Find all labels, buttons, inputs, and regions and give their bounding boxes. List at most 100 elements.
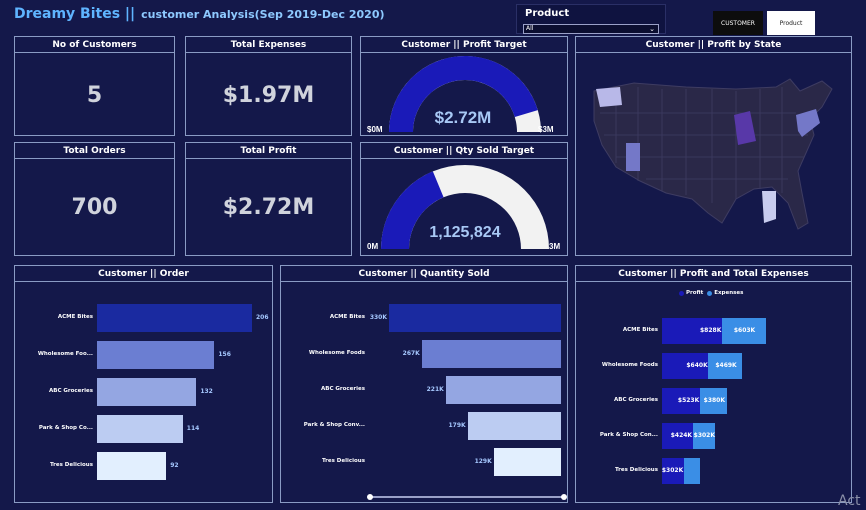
product-select[interactable]: All ⌄ bbox=[523, 24, 659, 34]
qty-target-title: Customer || Qty Sold Target bbox=[361, 143, 567, 159]
profit-bar[interactable] bbox=[662, 458, 684, 484]
profit-exp-chart-card: Customer || Profit and Total Expenses Pr… bbox=[575, 265, 852, 503]
profit-exp-bar-label: ABC Groceries bbox=[614, 397, 658, 403]
orders-bar-label: Wholesome Foo... bbox=[37, 351, 93, 357]
kpi-expenses-card: Total Expenses $1.97M bbox=[185, 36, 352, 136]
orders-bar[interactable] bbox=[97, 452, 167, 480]
orders-bar-value: 132 bbox=[200, 388, 213, 395]
qty-gauge-max: 3M bbox=[549, 242, 560, 251]
qty-bar-value: 179K bbox=[448, 422, 466, 429]
profit-exp-chart-title: Customer || Profit and Total Expenses bbox=[576, 266, 851, 282]
qty-bar-label: Wholesome Foods bbox=[308, 350, 365, 356]
kpi-orders-value: 700 bbox=[71, 195, 118, 220]
profit-gauge: $2.72M $0M $3M bbox=[367, 55, 554, 134]
qty-scrollbar[interactable] bbox=[367, 494, 567, 500]
qty-scroll-handle-left[interactable] bbox=[367, 494, 373, 500]
product-toggle-button[interactable]: Product bbox=[767, 11, 815, 35]
profit-target-card: Customer || Profit Target $2.72M $0M $3M bbox=[360, 36, 568, 136]
orders-chart-plot: ACME Bites 206 Wholesome Foo... 156 ABC Groc… bbox=[15, 282, 272, 502]
orders-bar-value: 156 bbox=[218, 351, 231, 358]
orders-bar[interactable] bbox=[97, 378, 197, 406]
profit-exp-bar-label: Tres Delicious bbox=[615, 467, 658, 473]
qty-bar[interactable] bbox=[421, 340, 561, 368]
profit-bar-value: $302K bbox=[661, 467, 684, 474]
qty-bar-label: Park & Shop Conv... bbox=[303, 422, 365, 428]
profit-bar[interactable] bbox=[662, 353, 709, 379]
map-state-wisconsin[interactable] bbox=[734, 111, 756, 145]
expenses-bar[interactable] bbox=[683, 458, 700, 484]
qty-bar-value: 330K bbox=[369, 314, 387, 321]
profit-gauge-value: $2.72M bbox=[435, 108, 492, 127]
kpi-customers-title: No of Customers bbox=[15, 37, 174, 53]
dashboard-title: Dreamy Bites || customer Analysis(Sep 20… bbox=[14, 6, 385, 28]
qty-gauge-fill bbox=[381, 171, 444, 249]
qty-scroll-handle-right[interactable] bbox=[561, 494, 567, 500]
profit-bar-value: $640K bbox=[686, 362, 708, 369]
profit-exp-bar-label: ACME Bites bbox=[622, 327, 658, 333]
orders-bar-value: 206 bbox=[256, 314, 269, 321]
chevron-down-icon: ⌄ bbox=[649, 25, 655, 33]
product-filter: Product All ⌄ bbox=[516, 4, 666, 34]
kpi-expenses-value: $1.97M bbox=[222, 83, 315, 108]
profit-exp-chart-plot: ACME Bites $828K $603K Wholesome Foods $640K… bbox=[576, 282, 851, 502]
orders-bar[interactable] bbox=[97, 304, 252, 332]
us-map[interactable] bbox=[576, 53, 851, 253]
profit-bar-value: $828K bbox=[700, 327, 722, 334]
map-state-utah[interactable] bbox=[626, 143, 640, 171]
kpi-orders-card: Total Orders 700 bbox=[14, 142, 175, 256]
orders-bar[interactable] bbox=[97, 415, 183, 443]
kpi-profit-value: $2.72M bbox=[222, 195, 315, 220]
qty-chart-plot: ACME Bites 330K Wholesome Foods 267K ABC Gro… bbox=[281, 282, 567, 502]
qty-bar[interactable] bbox=[467, 412, 561, 440]
kpi-profit-card: Total Profit $2.72M bbox=[185, 142, 352, 256]
orders-bar-value: 114 bbox=[186, 425, 200, 432]
qty-chart-title: Customer || Quantity Sold bbox=[281, 266, 567, 282]
expenses-bar[interactable] bbox=[708, 353, 743, 379]
map-state-washington[interactable] bbox=[596, 87, 622, 107]
orders-chart-card: Customer || Order ACME Bites 206 Wholesome… bbox=[14, 265, 273, 503]
activation-watermark: Act bbox=[838, 493, 861, 509]
qty-chart-card: Customer || Quantity Sold ACME Bites 330K… bbox=[280, 265, 568, 503]
expenses-bar-value: $469K bbox=[715, 362, 737, 369]
orders-bar[interactable] bbox=[97, 341, 215, 369]
orders-bar-value: 92 bbox=[170, 462, 179, 469]
legend-expenses-label: Expenses bbox=[714, 290, 744, 296]
expenses-bar-value: $603K bbox=[733, 327, 756, 334]
profit-bar[interactable] bbox=[662, 388, 700, 414]
qty-bar[interactable] bbox=[493, 448, 561, 476]
qty-bar-label: ABC Groceries bbox=[321, 386, 365, 392]
map-state-new-york[interactable] bbox=[796, 109, 820, 137]
orders-bar-label: ACME Bites bbox=[57, 314, 93, 320]
profit-bar[interactable] bbox=[662, 423, 693, 449]
expenses-bar[interactable] bbox=[692, 423, 715, 449]
kpi-customers-value: 5 bbox=[86, 83, 103, 108]
kpi-orders-title: Total Orders bbox=[15, 143, 174, 159]
profit-map-card: Customer || Profit by State bbox=[575, 36, 852, 256]
dashboard-subtitle: customer Analysis(Sep 2019-Dec 2020) bbox=[141, 8, 385, 21]
expenses-bar[interactable] bbox=[722, 318, 766, 344]
qty-bar-value: 129K bbox=[474, 458, 492, 465]
qty-gauge-value: 1,125,824 bbox=[429, 224, 500, 241]
map-state-alabama[interactable] bbox=[762, 191, 776, 223]
qty-bar[interactable] bbox=[445, 376, 561, 404]
profit-exp-bar-label: Park & Shop Con... bbox=[599, 432, 658, 438]
qty-bar-value: 221K bbox=[426, 386, 444, 393]
map-state-grid bbox=[600, 87, 808, 203]
expenses-bar[interactable] bbox=[699, 388, 728, 414]
qty-gauge-min: 0M bbox=[367, 242, 378, 251]
orders-bar-label: Tres Delicious bbox=[50, 462, 93, 468]
product-filter-label: Product bbox=[525, 8, 570, 19]
profit-bar-value: $424K bbox=[670, 432, 693, 439]
profit-map-title: Customer || Profit by State bbox=[576, 37, 851, 53]
legend-profit-label: Profit bbox=[686, 290, 704, 296]
customer-toggle-button[interactable]: CUSTOMER bbox=[713, 11, 763, 35]
product-select-value: All bbox=[526, 25, 534, 32]
kpi-expenses-title: Total Expenses bbox=[186, 37, 351, 53]
kpi-customers-card: No of Customers 5 bbox=[14, 36, 175, 136]
qty-bar[interactable] bbox=[389, 304, 561, 332]
legend-expenses-dot bbox=[707, 290, 713, 296]
profit-gauge-max: $3M bbox=[538, 125, 554, 134]
profit-bar[interactable] bbox=[662, 318, 722, 344]
qty-target-card: Customer || Qty Sold Target 1,125,824 0M… bbox=[360, 142, 568, 256]
profit-gauge-min: $0M bbox=[367, 125, 383, 134]
